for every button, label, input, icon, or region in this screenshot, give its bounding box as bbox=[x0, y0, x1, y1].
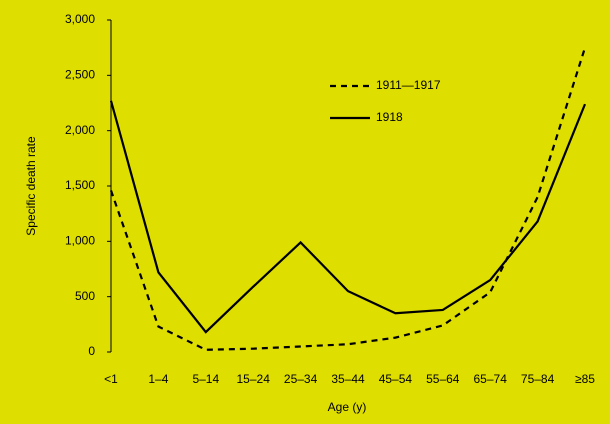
y-tick-label: 2,000 bbox=[65, 123, 95, 137]
x-tick-label: ≥85 bbox=[575, 372, 595, 386]
y-axis-label: Specific death rate bbox=[24, 136, 38, 236]
x-tick-label: 55–64 bbox=[426, 372, 460, 386]
y-tick-label: 3,000 bbox=[65, 12, 95, 26]
x-tick-label: 5–14 bbox=[192, 372, 219, 386]
y-tick-label: 1,500 bbox=[65, 178, 95, 192]
x-tick-label: 1–4 bbox=[148, 372, 168, 386]
x-tick-label: 65–74 bbox=[474, 372, 508, 386]
x-tick-label: <1 bbox=[104, 372, 118, 386]
x-tick-label: 25–34 bbox=[284, 372, 318, 386]
series-line bbox=[109, 100, 587, 334]
y-tick-label: 0 bbox=[88, 344, 95, 358]
legend-label: 1911—1917 bbox=[376, 78, 441, 92]
x-tick-label: 15–24 bbox=[237, 372, 271, 386]
y-tick-label: 2,500 bbox=[65, 68, 95, 82]
y-tick-label: 500 bbox=[75, 289, 95, 303]
x-tick-label: 35–44 bbox=[331, 372, 365, 386]
legend-label: 1918 bbox=[376, 110, 403, 124]
y-tick-label: 1,000 bbox=[65, 234, 95, 248]
x-axis-label: Age (y) bbox=[328, 400, 367, 414]
x-tick-label: 45–54 bbox=[379, 372, 413, 386]
x-tick-label: 75–84 bbox=[521, 372, 555, 386]
